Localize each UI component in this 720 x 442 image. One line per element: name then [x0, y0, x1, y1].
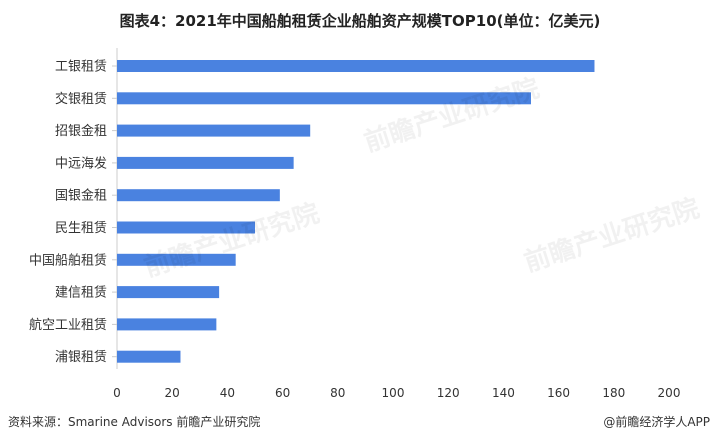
- brand-credit: @前瞻经济学人APP: [603, 415, 710, 429]
- category-label: 招银金租: [55, 123, 107, 139]
- value-tick-label: 120: [437, 386, 460, 400]
- value-tick-label: 180: [602, 386, 625, 400]
- bar: [117, 221, 255, 234]
- bar: [117, 350, 181, 363]
- category-label: 工银租赁: [55, 60, 107, 75]
- category-label: 民生租赁: [55, 221, 107, 236]
- value-tick-label: 40: [220, 386, 235, 400]
- bar: [117, 189, 280, 202]
- category-label: 浦银租赁: [55, 350, 107, 365]
- value-tick-label: 80: [330, 386, 345, 400]
- bar: [117, 286, 220, 299]
- category-label: 交银租赁: [55, 91, 107, 107]
- bar: [117, 60, 595, 72]
- chart-title: 图表4：2021年中国船舶租赁企业船舶资产规模TOP10(单位：亿美元): [119, 12, 601, 30]
- source-note: 资料来源：Smarine Advisors 前瞻产业研究院: [8, 415, 261, 429]
- category-label: 国银金租: [55, 188, 107, 204]
- value-tick-label: 0: [113, 386, 121, 400]
- bar: [117, 253, 236, 266]
- bar: [117, 92, 531, 105]
- value-tick-label: 60: [275, 386, 290, 400]
- category-label: 航空工业租赁: [29, 317, 107, 333]
- value-tick-label: 100: [382, 386, 405, 400]
- category-label: 中远海发: [55, 155, 107, 171]
- category-label: 中国船舶租赁: [29, 252, 107, 268]
- value-tick-label: 200: [658, 386, 681, 400]
- category-label: 建信租赁: [55, 286, 107, 301]
- bar: [117, 156, 294, 169]
- value-tick-label: 140: [492, 386, 515, 400]
- bar: [117, 318, 217, 331]
- bar: [117, 124, 311, 137]
- value-tick-label: 160: [547, 386, 570, 400]
- value-tick-label: 20: [165, 386, 180, 400]
